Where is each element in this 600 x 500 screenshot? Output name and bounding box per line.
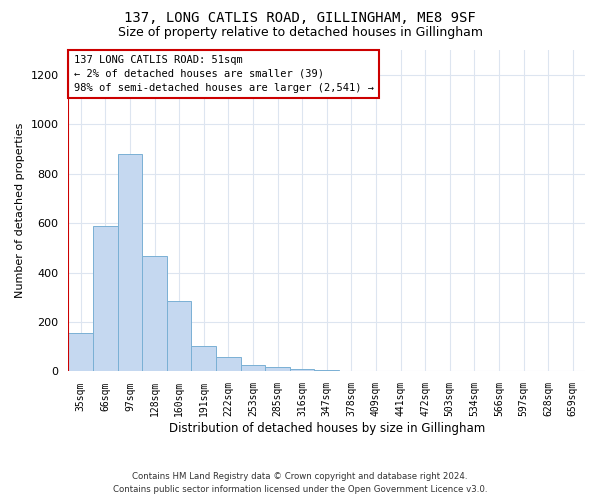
Bar bbox=[118, 154, 142, 372]
Bar bbox=[265, 367, 290, 372]
Bar bbox=[216, 356, 241, 372]
Bar bbox=[314, 370, 339, 372]
Bar bbox=[191, 346, 216, 372]
Bar bbox=[68, 333, 93, 372]
Bar bbox=[167, 301, 191, 372]
X-axis label: Distribution of detached houses by size in Gillingham: Distribution of detached houses by size … bbox=[169, 422, 485, 435]
Y-axis label: Number of detached properties: Number of detached properties bbox=[15, 123, 25, 298]
Bar bbox=[93, 226, 118, 372]
Text: 137, LONG CATLIS ROAD, GILLINGHAM, ME8 9SF: 137, LONG CATLIS ROAD, GILLINGHAM, ME8 9… bbox=[124, 11, 476, 25]
Text: Size of property relative to detached houses in Gillingham: Size of property relative to detached ho… bbox=[118, 26, 482, 39]
Bar bbox=[241, 364, 265, 372]
Text: 137 LONG CATLIS ROAD: 51sqm
← 2% of detached houses are smaller (39)
98% of semi: 137 LONG CATLIS ROAD: 51sqm ← 2% of deta… bbox=[74, 55, 374, 93]
Bar bbox=[290, 369, 314, 372]
Text: Contains HM Land Registry data © Crown copyright and database right 2024.
Contai: Contains HM Land Registry data © Crown c… bbox=[113, 472, 487, 494]
Bar bbox=[142, 256, 167, 372]
